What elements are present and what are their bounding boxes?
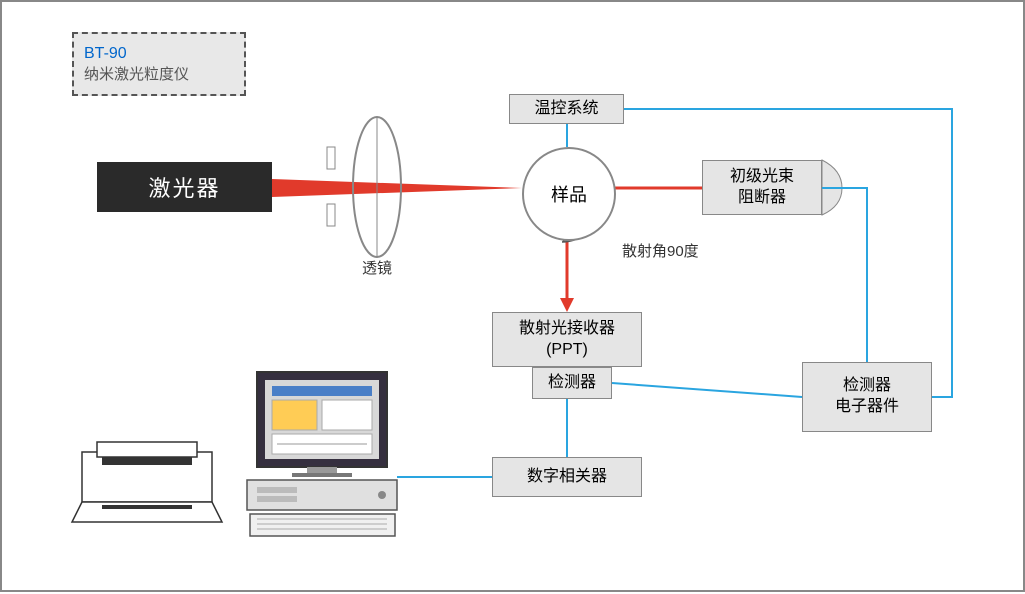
title-box: BT-90 纳米激光粒度仪 — [72, 32, 246, 96]
aperture-top — [327, 147, 335, 169]
diagram-canvas: BT-90 纳米激光粒度仪 激光器 温控系统 样品 初级光束 阻断器 散射光接收… — [0, 0, 1025, 592]
scatter-receiver-node: 散射光接收器 (PPT) — [492, 312, 642, 367]
temp-control-label: 温控系统 — [534, 99, 598, 120]
beam-stopper-label: 初级光束 阻断器 — [730, 167, 794, 209]
aperture-bottom — [327, 204, 335, 226]
wire-stopper-electronics — [822, 188, 867, 362]
laser-node: 激光器 — [97, 162, 272, 212]
sample-node: 样品 — [522, 147, 616, 241]
scatter-angle-label: 散射角90度 — [622, 240, 699, 261]
detector-electronics-node: 检测器 电子器件 — [802, 362, 932, 432]
lens-shape — [353, 117, 401, 257]
laser-label: 激光器 — [148, 171, 220, 203]
correlator-label: 数字相关器 — [527, 467, 607, 488]
correlator-node: 数字相关器 — [492, 457, 642, 497]
beam-arrowhead — [560, 298, 574, 312]
sample-label: 样品 — [551, 181, 587, 207]
scatter-receiver-label: 散射光接收器 (PPT) — [519, 319, 615, 361]
detector-label: 检测器 — [548, 373, 596, 394]
wire-detector-electronics — [612, 383, 802, 397]
detector-node: 检测器 — [532, 367, 612, 399]
beam-stopper-node: 初级光束 阻断器 — [702, 160, 822, 215]
beam-laser-to-lens — [272, 179, 522, 197]
computer-icon — [247, 372, 397, 536]
title-model: BT-90 — [74, 44, 244, 65]
title-name: 纳米激光粒度仪 — [74, 65, 244, 85]
printer-icon — [72, 442, 222, 522]
temp-control-node: 温控系统 — [509, 94, 624, 124]
detector-electronics-label: 检测器 电子器件 — [835, 376, 899, 418]
lens-label: 透镜 — [362, 257, 392, 278]
stopper-tail — [822, 160, 842, 215]
